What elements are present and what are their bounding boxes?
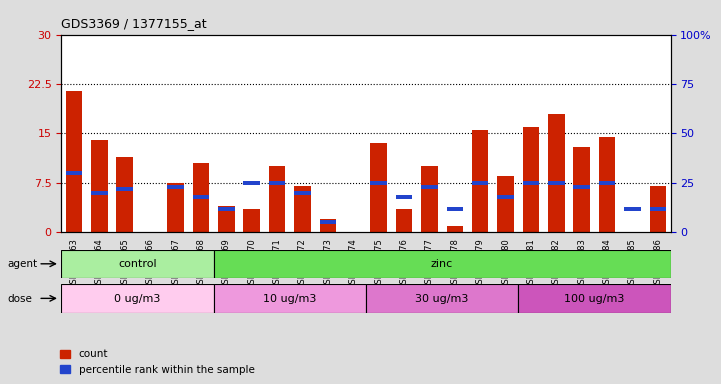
Text: 100 ug/m3: 100 ug/m3 <box>565 293 624 304</box>
Bar <box>523 181 539 185</box>
Bar <box>213 250 671 278</box>
Bar <box>497 195 514 199</box>
Bar <box>269 166 286 232</box>
Bar <box>371 143 387 232</box>
Bar <box>244 209 260 232</box>
Bar <box>244 181 260 185</box>
Bar <box>573 147 590 232</box>
Bar <box>650 207 666 210</box>
Bar <box>319 219 336 232</box>
Bar <box>548 114 565 232</box>
Bar <box>61 284 213 313</box>
Bar <box>269 181 286 185</box>
Bar <box>599 181 615 185</box>
Bar <box>193 163 209 232</box>
Bar <box>294 191 311 195</box>
Bar <box>117 187 133 191</box>
Bar <box>91 140 107 232</box>
Bar <box>319 220 336 224</box>
Bar <box>650 186 666 232</box>
Bar <box>61 250 213 278</box>
Bar <box>573 185 590 189</box>
Bar <box>472 130 488 232</box>
Bar <box>472 181 488 185</box>
Bar <box>91 191 107 195</box>
Text: dose: dose <box>7 294 32 304</box>
Bar <box>218 207 234 210</box>
Bar <box>518 284 671 313</box>
Bar <box>599 137 615 232</box>
Bar <box>117 157 133 232</box>
Bar <box>396 195 412 199</box>
Text: GDS3369 / 1377155_at: GDS3369 / 1377155_at <box>61 17 207 30</box>
Text: zinc: zinc <box>431 259 454 269</box>
Bar <box>396 209 412 232</box>
Bar <box>446 226 463 232</box>
Bar <box>421 166 438 232</box>
Text: 30 ug/m3: 30 ug/m3 <box>415 293 469 304</box>
Bar <box>523 127 539 232</box>
Bar <box>548 181 565 185</box>
Bar <box>446 207 463 210</box>
Bar <box>167 185 184 189</box>
Text: 10 ug/m3: 10 ug/m3 <box>263 293 317 304</box>
Text: 0 ug/m3: 0 ug/m3 <box>114 293 161 304</box>
Bar <box>294 186 311 232</box>
Bar <box>167 183 184 232</box>
Legend: count, percentile rank within the sample: count, percentile rank within the sample <box>56 345 259 379</box>
Bar <box>624 207 641 210</box>
Bar <box>421 185 438 189</box>
Bar <box>218 206 234 232</box>
Text: agent: agent <box>7 259 37 269</box>
Text: control: control <box>118 259 156 269</box>
Bar <box>497 176 514 232</box>
Bar <box>366 284 518 313</box>
Bar <box>66 171 82 175</box>
Bar <box>371 181 387 185</box>
Bar <box>193 195 209 199</box>
Bar <box>66 91 82 232</box>
Bar <box>213 284 366 313</box>
